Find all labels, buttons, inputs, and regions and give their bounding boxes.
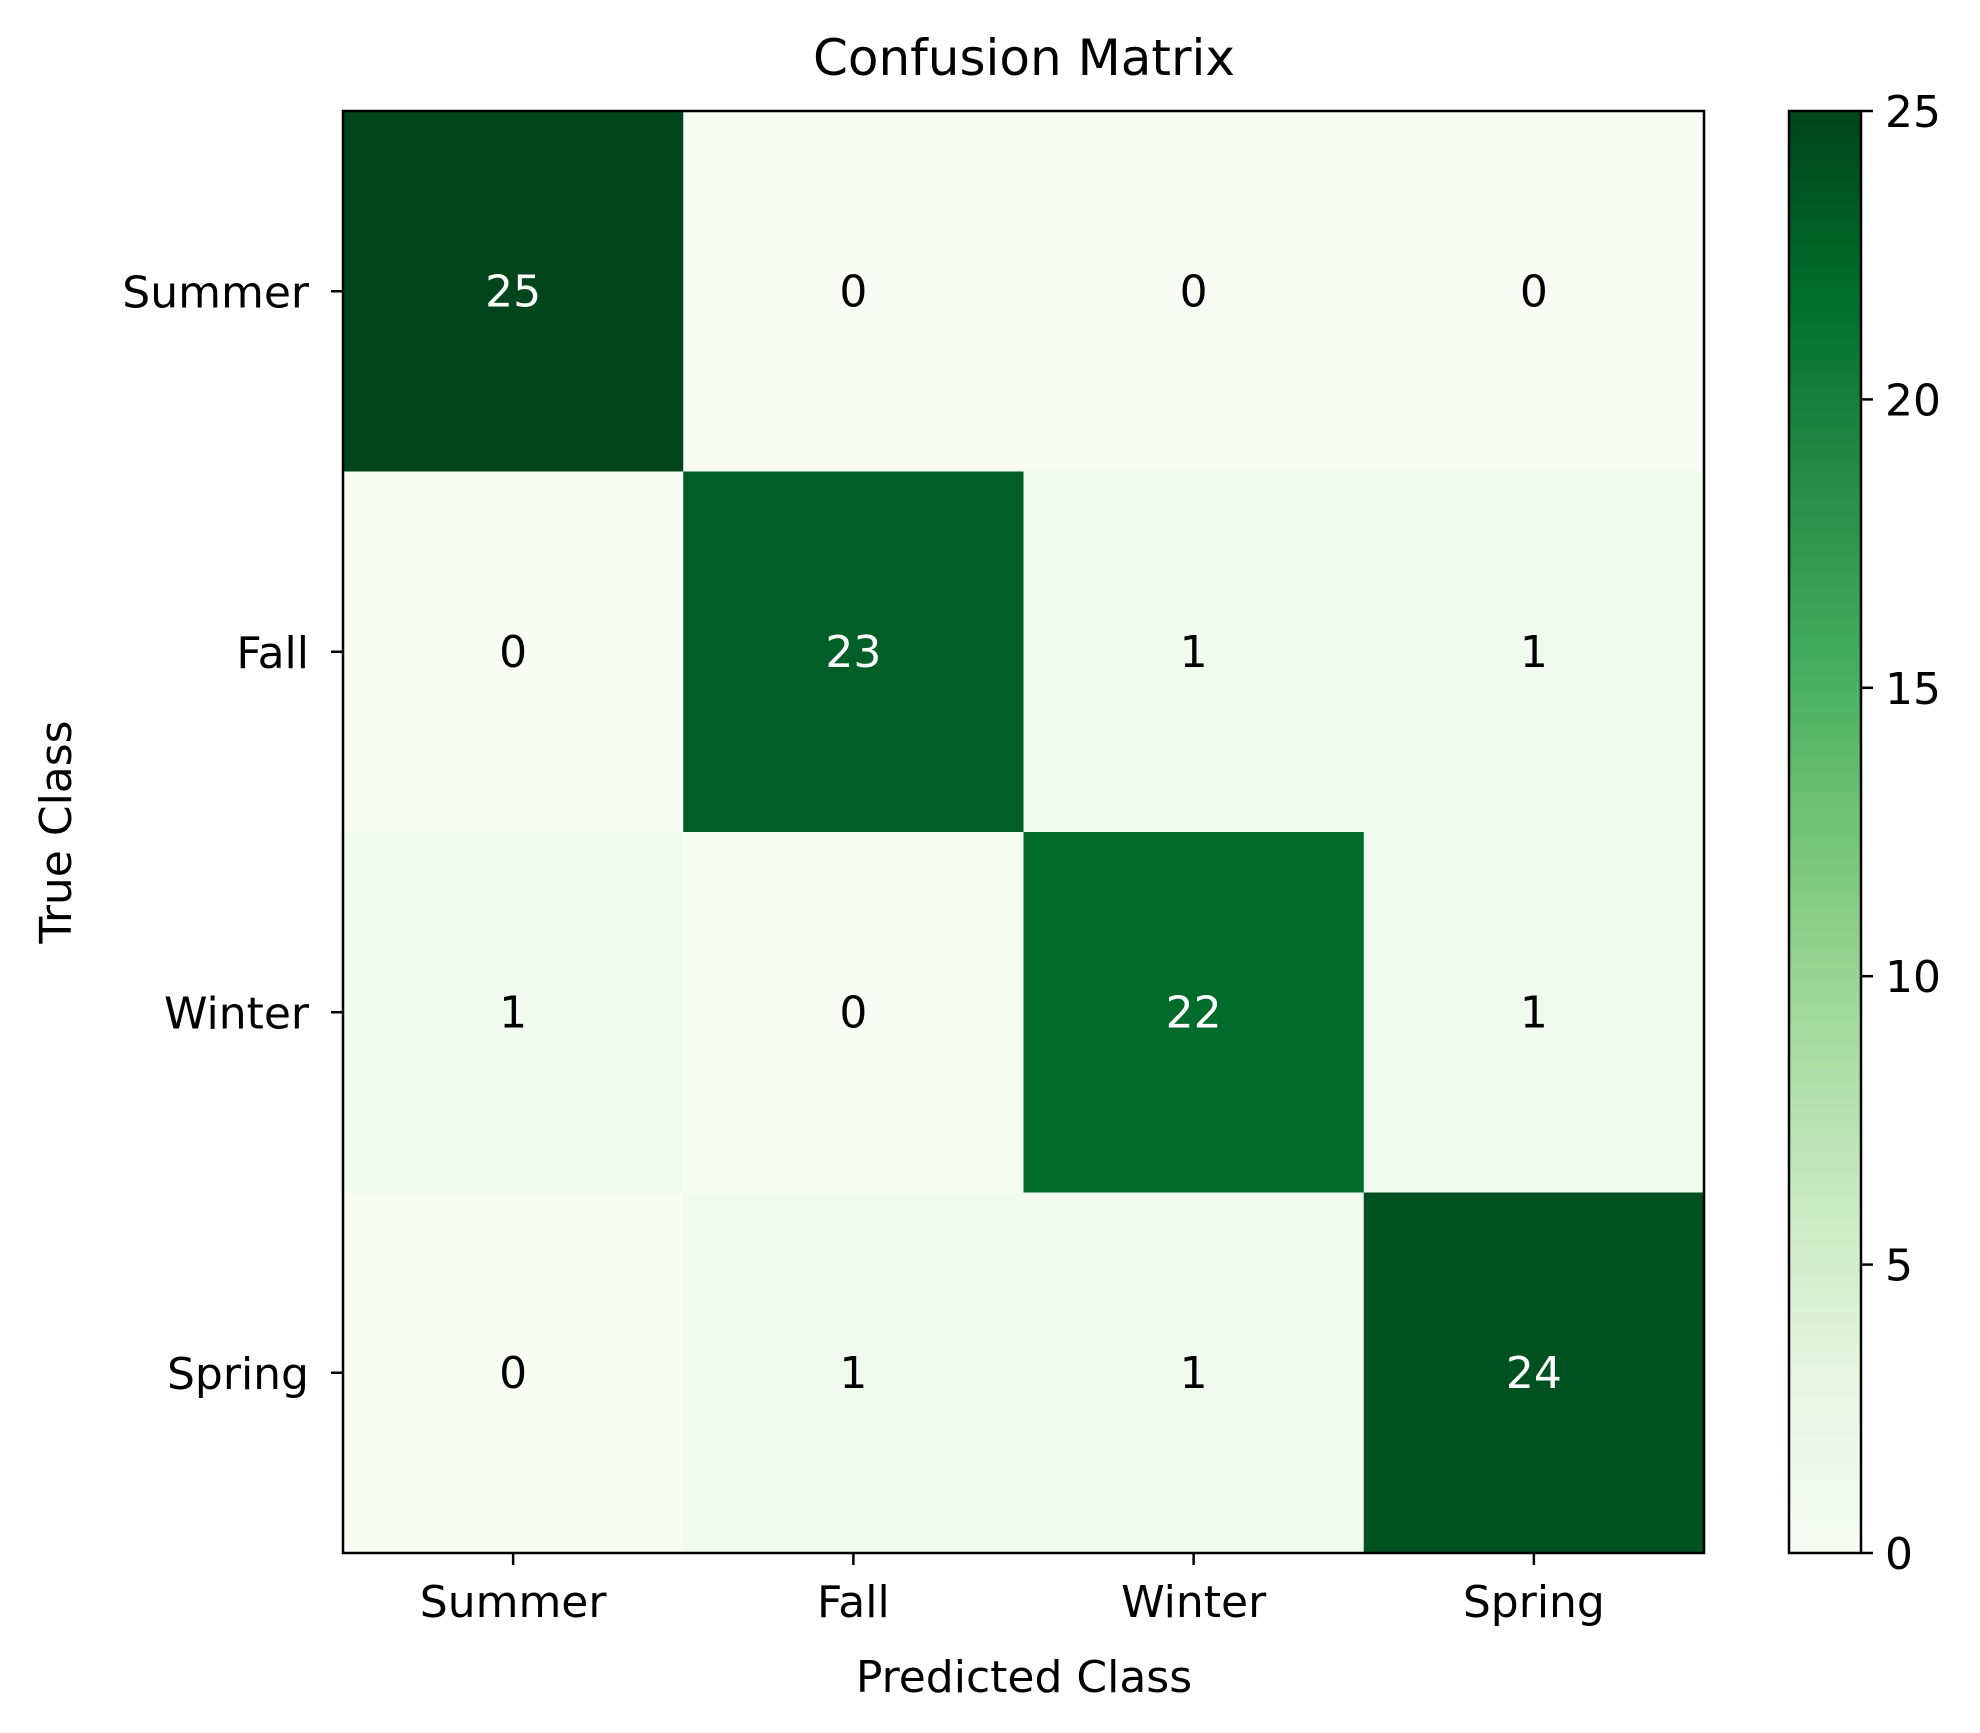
- heatmap-cell: [1363, 832, 1705, 1193]
- x-tick-label: Summer: [420, 1577, 608, 1628]
- cell-value-label: 1: [1520, 627, 1548, 678]
- y-tick-label: Fall: [236, 628, 309, 679]
- heatmap-cell: [343, 111, 684, 472]
- x-tick-label: Winter: [1121, 1577, 1267, 1628]
- cell-value-label: 24: [1506, 1348, 1562, 1399]
- heatmap-cell: [1363, 1192, 1705, 1554]
- y-tick-label: Winter: [164, 988, 310, 1039]
- y-axis-ticks: Summer Fall Winter Spring: [122, 267, 343, 1400]
- cell-value-label: 0: [1180, 266, 1208, 317]
- heatmap-cell: [683, 111, 1024, 472]
- cell-value-label: 0: [499, 627, 527, 678]
- heatmap-cell: [343, 832, 684, 1193]
- colorbar-tick-label: 5: [1885, 1241, 1913, 1292]
- cell-value-label: 25: [485, 266, 541, 317]
- cell-value-label: 1: [499, 987, 527, 1038]
- y-tick-label: Spring: [167, 1349, 309, 1400]
- colorbar-tick-label: 25: [1885, 87, 1941, 138]
- plot-frame: [341, 109, 1706, 1555]
- heatmap-cell: [343, 1192, 684, 1554]
- colorbar-ticks: 0 5 10 15 20 25: [1861, 87, 1941, 1580]
- heatmap-cell: [343, 471, 684, 833]
- cell-value-label: 0: [1520, 266, 1548, 317]
- cell-value-label: 0: [839, 266, 867, 317]
- colorbar-tick-label: 15: [1885, 664, 1941, 715]
- x-tick-label: Spring: [1463, 1577, 1605, 1628]
- x-axis-label: Predicted Class: [856, 1652, 1192, 1703]
- cell-value-label: 0: [839, 987, 867, 1038]
- x-tick-label: Fall: [817, 1577, 890, 1628]
- cell-value-label: 0: [499, 1348, 527, 1399]
- cell-value-label: 1: [1520, 987, 1548, 1038]
- y-tick-label: Summer: [122, 267, 310, 318]
- heatmap-cell: [683, 471, 1024, 833]
- cell-value-label: 1: [1180, 1348, 1208, 1399]
- x-axis-ticks: Summer Fall Winter Spring: [420, 1553, 1605, 1628]
- heatmap-annotations: 25 0 0 0 0 23 1 1 1 0 22 1 0 1 1 24: [485, 266, 1562, 1399]
- cell-value-label: 1: [1180, 627, 1208, 678]
- cell-value-label: 22: [1166, 987, 1222, 1038]
- cell-value-label: 1: [839, 1348, 867, 1399]
- heatmap-cell: [1023, 832, 1365, 1193]
- colorbar-tick-label: 10: [1885, 952, 1941, 1003]
- colorbar-tick-label: 0: [1885, 1529, 1913, 1580]
- heatmap-cell: [1023, 111, 1365, 472]
- heatmap-cell: [683, 832, 1024, 1193]
- heatmap-cell: [1023, 1192, 1365, 1554]
- colorbar-tick-label: 20: [1885, 375, 1941, 426]
- colorbar: [1787, 109, 1863, 1555]
- heatmap-cell: [1023, 471, 1365, 833]
- chart-title: Confusion Matrix: [813, 29, 1235, 87]
- cell-value-label: 23: [825, 627, 881, 678]
- heatmap-cell: [683, 1192, 1024, 1554]
- heatmap-cell: [1363, 471, 1705, 833]
- heatmap-cell: [1363, 111, 1705, 472]
- heatmap-cells: [343, 111, 1705, 1554]
- y-axis-label: True Class: [31, 720, 82, 944]
